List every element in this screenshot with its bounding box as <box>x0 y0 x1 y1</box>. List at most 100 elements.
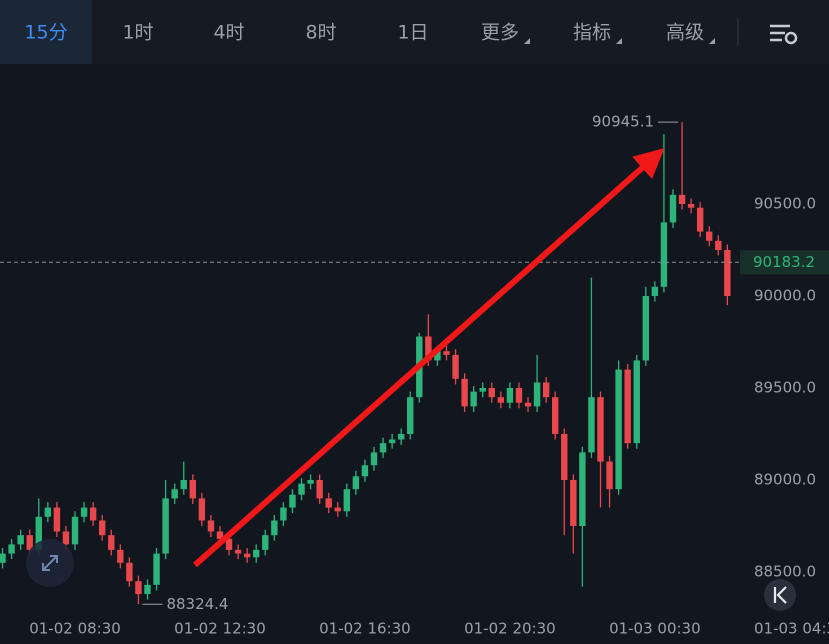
candle-body <box>669 194 677 223</box>
tab-selected-bg <box>0 0 92 64</box>
candle-body <box>361 465 369 477</box>
candle-body <box>53 507 61 532</box>
candle-body <box>660 222 668 287</box>
candle-body <box>126 562 133 582</box>
candle-body <box>26 535 33 550</box>
y-tick-label: 90000.0 <box>754 287 816 305</box>
candle-body <box>8 544 15 554</box>
tab[interactable]: 15分 <box>24 22 67 44</box>
candle-body <box>434 351 441 361</box>
candle-body <box>144 584 151 595</box>
candle-body <box>117 549 124 563</box>
candle-body <box>479 387 486 392</box>
dropdown-caret <box>524 38 530 44</box>
y-tick-label: 90500.0 <box>754 195 816 213</box>
candle-body <box>370 452 378 466</box>
candle-body <box>624 369 631 444</box>
candle-body <box>388 439 396 444</box>
candle-body <box>98 520 106 536</box>
candle-body <box>35 516 42 550</box>
candle-body <box>316 479 323 499</box>
candle-body <box>234 549 242 554</box>
candle-body <box>271 520 278 536</box>
y-tick-label: 89000.0 <box>754 470 816 488</box>
candle-body <box>180 479 187 490</box>
candle-body <box>606 461 613 490</box>
candle-body <box>307 479 314 484</box>
dropdown-caret <box>616 38 622 44</box>
dropdown-caret <box>709 38 715 44</box>
candle-body <box>189 479 196 499</box>
candle-body <box>443 351 450 355</box>
x-tick-label: 01-02 16:30 <box>319 620 411 638</box>
candle-body <box>62 531 70 545</box>
tab[interactable]: 高级 <box>666 22 704 44</box>
candle-body <box>452 354 459 379</box>
candle-body <box>162 498 169 554</box>
candle-body <box>533 382 541 407</box>
candle-body <box>0 553 6 563</box>
candle-body <box>642 296 650 361</box>
candle-body <box>17 535 24 545</box>
candle-body <box>579 452 586 526</box>
tab[interactable]: 1日 <box>397 22 428 44</box>
candle-body <box>696 207 704 232</box>
candle-body <box>615 369 622 490</box>
tab[interactable]: 4时 <box>213 22 244 44</box>
candle-body <box>407 397 414 434</box>
candle-body <box>552 397 559 434</box>
settings-icon[interactable] <box>770 24 798 45</box>
x-tick-label: 01-03 04:30 <box>754 620 829 638</box>
tab[interactable]: 指标 <box>573 22 611 44</box>
candle-body <box>379 443 387 453</box>
candle-body <box>334 507 341 512</box>
candle-body <box>153 553 160 585</box>
candle-body <box>89 507 97 521</box>
x-tick-label: 01-02 12:30 <box>174 620 266 638</box>
low-label: 88324.4 <box>166 595 228 613</box>
back-button[interactable] <box>764 579 796 611</box>
candle-body <box>724 250 731 297</box>
candle-body <box>280 507 287 521</box>
x-tick-label: 01-03 00:30 <box>609 620 701 638</box>
candle-body <box>198 498 206 521</box>
candle-body <box>397 433 405 440</box>
candle-body <box>207 520 215 532</box>
candle-body <box>289 494 296 508</box>
y-tick-label: 88500.0 <box>754 562 816 580</box>
candle-body <box>262 535 269 550</box>
last-price-label: 90183.2 <box>753 253 815 271</box>
candle-body <box>706 231 713 241</box>
tab[interactable]: 8时 <box>305 22 336 44</box>
zoom-button[interactable] <box>26 539 74 587</box>
candle-body <box>216 531 224 539</box>
candle-body <box>506 387 514 403</box>
last-price-box <box>740 250 829 275</box>
candle-body <box>425 336 432 361</box>
candle-body <box>343 489 351 512</box>
tab[interactable]: 1时 <box>122 22 153 44</box>
candle-body <box>542 382 550 398</box>
high-label: 90945.1 <box>592 113 654 131</box>
candle-body <box>171 489 178 499</box>
candle-body <box>497 397 505 403</box>
candle-body <box>715 240 722 251</box>
candle-body <box>71 516 79 545</box>
candle-body <box>135 581 142 595</box>
candle-body <box>678 194 686 205</box>
candle-body <box>588 397 595 453</box>
y-tick-label: 89500.0 <box>754 378 816 396</box>
x-tick-label: 01-02 20:30 <box>464 620 556 638</box>
candle-body <box>687 204 695 208</box>
candle-body <box>80 507 88 517</box>
trend-arrow <box>193 148 665 568</box>
candle-body <box>108 535 115 550</box>
candle-body <box>515 387 523 403</box>
candle-body <box>243 553 251 558</box>
tab[interactable]: 更多 <box>481 22 519 44</box>
candle-body <box>461 378 468 407</box>
candle-body <box>325 498 332 508</box>
